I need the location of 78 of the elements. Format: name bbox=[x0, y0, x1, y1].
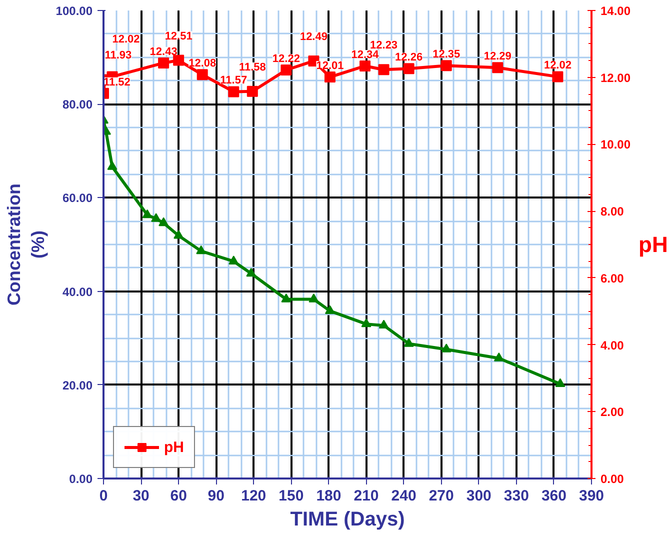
data-label: 12.22 bbox=[272, 53, 300, 66]
x-tick-label: 210 bbox=[354, 488, 379, 504]
data-label: 12.51 bbox=[164, 30, 192, 42]
y2-tick-label: 0.00 bbox=[600, 472, 624, 486]
y-tick-label: 60.00 bbox=[62, 191, 93, 206]
y2-tick-label: 6.00 bbox=[600, 271, 624, 286]
y2-tick-label: 10.00 bbox=[600, 138, 631, 152]
point bbox=[246, 268, 256, 277]
point bbox=[440, 60, 452, 72]
x-tick-label: 120 bbox=[241, 488, 266, 504]
y2-tick-label: 4.00 bbox=[600, 338, 624, 352]
x-tick-label: 240 bbox=[391, 488, 416, 504]
data-label: 11.57 bbox=[220, 74, 248, 87]
data-label: 12.29 bbox=[484, 50, 512, 63]
y-tick-label: 0.00 bbox=[69, 472, 93, 486]
y2-tick-label: 8.00 bbox=[600, 204, 624, 219]
data-label: 12.01 bbox=[316, 60, 344, 72]
point bbox=[324, 305, 335, 314]
point bbox=[552, 71, 564, 82]
point bbox=[403, 63, 414, 74]
x-tick-label: 330 bbox=[504, 488, 529, 504]
x-tick-label: 390 bbox=[578, 488, 604, 504]
point bbox=[441, 344, 452, 352]
point bbox=[196, 245, 206, 254]
point bbox=[142, 209, 152, 218]
y-tick-label: 80.00 bbox=[62, 98, 93, 112]
data-label: 12.34 bbox=[351, 48, 380, 61]
point bbox=[492, 62, 504, 74]
point bbox=[281, 294, 292, 302]
point bbox=[360, 60, 371, 72]
legend-label: pH bbox=[164, 438, 184, 456]
point bbox=[228, 256, 239, 264]
x-tick-label: 30 bbox=[132, 488, 150, 504]
x-tick-label: 180 bbox=[316, 488, 342, 504]
x-tick-label: 150 bbox=[278, 488, 304, 504]
y2-tick-label: 2.00 bbox=[600, 405, 624, 420]
y2-axis-title: pH bbox=[638, 232, 668, 257]
point bbox=[151, 213, 162, 222]
x-tick-label: 0 bbox=[99, 488, 108, 504]
point bbox=[158, 217, 169, 226]
point bbox=[280, 64, 292, 76]
point bbox=[246, 86, 258, 97]
point bbox=[173, 54, 184, 66]
data-label: 12.35 bbox=[432, 48, 460, 61]
point bbox=[361, 318, 372, 328]
point bbox=[404, 338, 414, 347]
point bbox=[555, 378, 566, 388]
x-tick-label: 270 bbox=[428, 488, 454, 504]
data-label: 11.58 bbox=[238, 61, 266, 74]
data-label: 12.49 bbox=[300, 30, 328, 43]
y-tick-label: 100.00 bbox=[56, 4, 93, 18]
point bbox=[378, 64, 390, 76]
x-tick-label: 90 bbox=[208, 488, 224, 504]
point bbox=[196, 69, 208, 80]
point bbox=[228, 86, 240, 98]
data-label: 12.02 bbox=[544, 60, 572, 72]
y2-tick-label: 14.00 bbox=[600, 4, 631, 18]
y-axis-title: Concentration (%) bbox=[4, 183, 48, 306]
point bbox=[158, 57, 170, 68]
x-tick-label: 300 bbox=[466, 488, 492, 504]
data-label: 12.08 bbox=[188, 58, 216, 70]
data-label: 12.43 bbox=[150, 46, 178, 58]
data-label: 12.26 bbox=[395, 52, 423, 64]
data-label: 12.02 bbox=[112, 34, 140, 46]
y-tick-label: 20.00 bbox=[62, 378, 93, 392]
x-tick-label: 60 bbox=[170, 488, 187, 504]
point bbox=[174, 230, 184, 239]
x-axis-title: TIME (Days) bbox=[290, 508, 405, 530]
x-tick-label: 360 bbox=[541, 488, 566, 504]
point bbox=[308, 294, 319, 302]
point bbox=[107, 161, 118, 170]
point bbox=[378, 320, 389, 329]
point bbox=[494, 352, 504, 362]
data-label: 11.52 bbox=[104, 76, 130, 88]
y-tick-label: 40.00 bbox=[62, 284, 93, 299]
point bbox=[324, 72, 336, 83]
data-label: 11.93 bbox=[104, 50, 132, 62]
y2-tick-label: 12.00 bbox=[600, 70, 631, 85]
